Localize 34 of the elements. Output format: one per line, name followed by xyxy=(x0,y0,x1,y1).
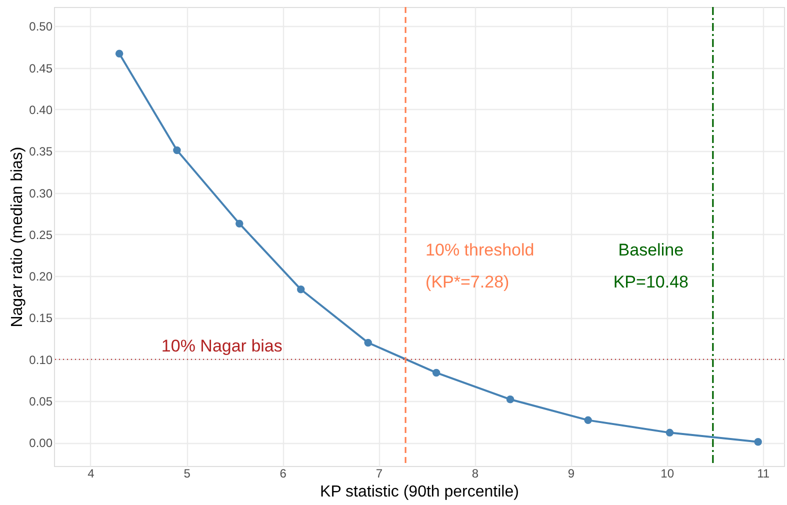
point xyxy=(115,50,124,58)
point xyxy=(506,395,514,404)
x-tick-label: 8 xyxy=(472,466,479,480)
ref-line-label: 10% Nagar bias xyxy=(161,336,282,356)
point xyxy=(754,438,762,446)
y-axis-title: Nagar ratio (median bias) xyxy=(9,146,26,328)
x-tick-label: 5 xyxy=(184,466,191,480)
y-tick-label: 0.25 xyxy=(29,228,53,242)
y-tick-label: 0.00 xyxy=(29,436,53,450)
x-tick-label: 11 xyxy=(757,466,770,480)
point xyxy=(666,428,674,437)
y-tick-label: 0.45 xyxy=(29,61,53,76)
point xyxy=(432,368,440,377)
point xyxy=(236,220,244,228)
y-tick-label: 0.15 xyxy=(29,311,53,326)
ref-line-label: Baseline KP=10.48 xyxy=(613,240,688,292)
x-axis-title: KP statistic (90th percentile) xyxy=(320,484,519,500)
x-tick-label: 9 xyxy=(568,466,575,480)
ref-line-label: 10% threshold (KP*=7.28) xyxy=(426,240,534,292)
x-tick-label: 7 xyxy=(376,466,383,480)
y-tick-label: 0.05 xyxy=(29,394,53,409)
point xyxy=(296,286,305,294)
point xyxy=(364,338,372,347)
y-tick-label: 0.50 xyxy=(29,20,53,34)
y-tick-label: 0.30 xyxy=(29,186,53,200)
y-tick-label: 0.35 xyxy=(29,144,53,159)
y-tick-label: 0.20 xyxy=(29,270,53,284)
x-tick-label: 10 xyxy=(660,466,674,480)
x-tick-label: 4 xyxy=(88,466,95,480)
y-tick-label: 0.40 xyxy=(29,102,53,117)
point xyxy=(584,416,592,424)
point xyxy=(173,146,181,154)
x-tick-label: 6 xyxy=(280,466,287,480)
y-tick-label: 0.10 xyxy=(29,352,53,367)
